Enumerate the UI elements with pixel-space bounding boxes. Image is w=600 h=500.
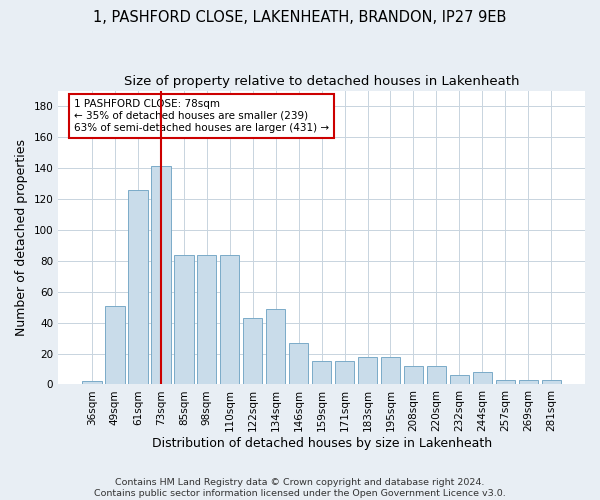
Bar: [128, 190, 148, 384]
Title: Size of property relative to detached houses in Lakenheath: Size of property relative to detached ho…: [124, 75, 520, 88]
Bar: [312, 362, 331, 384]
Text: Contains HM Land Registry data © Crown copyright and database right 2024.
Contai: Contains HM Land Registry data © Crown c…: [94, 478, 506, 498]
Bar: [473, 372, 492, 384]
Bar: [518, 380, 538, 384]
Bar: [266, 308, 286, 384]
Bar: [496, 380, 515, 384]
Bar: [358, 356, 377, 384]
Bar: [151, 166, 170, 384]
Bar: [542, 380, 561, 384]
Bar: [105, 306, 125, 384]
X-axis label: Distribution of detached houses by size in Lakenheath: Distribution of detached houses by size …: [152, 437, 491, 450]
Text: 1 PASHFORD CLOSE: 78sqm
← 35% of detached houses are smaller (239)
63% of semi-d: 1 PASHFORD CLOSE: 78sqm ← 35% of detache…: [74, 100, 329, 132]
Y-axis label: Number of detached properties: Number of detached properties: [15, 139, 28, 336]
Text: 1, PASHFORD CLOSE, LAKENHEATH, BRANDON, IP27 9EB: 1, PASHFORD CLOSE, LAKENHEATH, BRANDON, …: [94, 10, 506, 25]
Bar: [381, 356, 400, 384]
Bar: [197, 254, 217, 384]
Bar: [220, 254, 239, 384]
Bar: [289, 342, 308, 384]
Bar: [174, 254, 194, 384]
Bar: [404, 366, 423, 384]
Bar: [449, 375, 469, 384]
Bar: [427, 366, 446, 384]
Bar: [335, 362, 355, 384]
Bar: [82, 382, 101, 384]
Bar: [243, 318, 262, 384]
